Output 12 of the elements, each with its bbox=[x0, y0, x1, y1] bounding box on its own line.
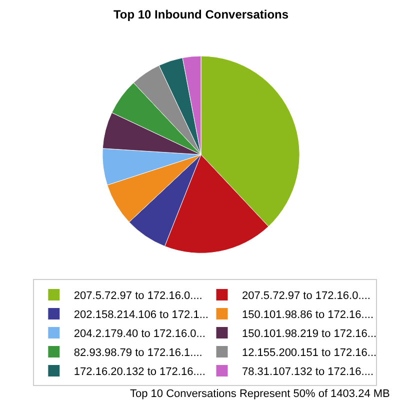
legend-label: 204.2.179.40 to 172.16.0... bbox=[74, 328, 206, 340]
legend-label: 202.158.214.106 to 172.1... bbox=[74, 309, 208, 322]
legend-label: 150.101.98.219 to 172.16... bbox=[242, 328, 377, 340]
legend-label: 12.155.200.151 to 172.16... bbox=[242, 347, 377, 360]
legend-label: 82.93.98.79 to 172.16.1.... bbox=[74, 347, 202, 360]
legend-label: 78.31.107.132 to 172.16.... bbox=[242, 366, 374, 378]
legend-label: 150.101.98.86 to 172.16.... bbox=[242, 309, 374, 322]
text: Top 10 Conversations Represent 50% of 1403.24 MB bbox=[130, 388, 390, 400]
legend-label: 172.16.20.132 to 172.16.... bbox=[74, 366, 206, 378]
chart-title: Top 10 Inbound Conversations bbox=[113, 8, 289, 22]
legend-label: 207.5.72.97 to 172.16.0.... bbox=[74, 290, 202, 302]
legend-label: 207.5.72.97 to 172.16.0.... bbox=[242, 290, 370, 302]
